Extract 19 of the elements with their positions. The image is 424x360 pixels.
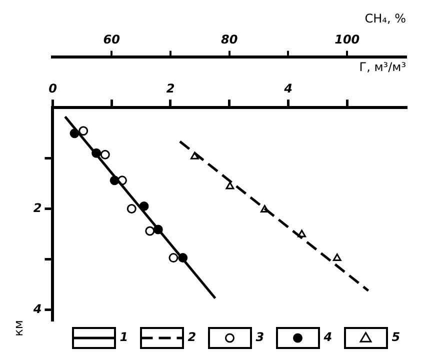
x-tick-label: 4 [283,82,292,96]
legend-label: 5 [392,330,400,344]
x2-tick-label: 100 [334,32,360,47]
legend-label: 2 [188,330,196,344]
legend-label: 3 [256,330,264,344]
x2-tick-label: 60 [103,32,120,47]
x2-axis-title: CH₄, % [364,11,406,26]
legend-label: 1 [120,330,128,344]
point [100,150,110,160]
point [145,226,155,236]
legend-label: 4 [322,330,332,344]
point [126,204,136,214]
y-axis-title: км [11,320,26,336]
x-tick-label: 2 [166,82,175,96]
point [78,126,88,136]
point [168,253,178,263]
x2-tick-label: 80 [221,32,238,47]
x-tick-label: 0 [48,82,57,96]
x-axis-title: Г, м³/м³ [359,60,406,74]
